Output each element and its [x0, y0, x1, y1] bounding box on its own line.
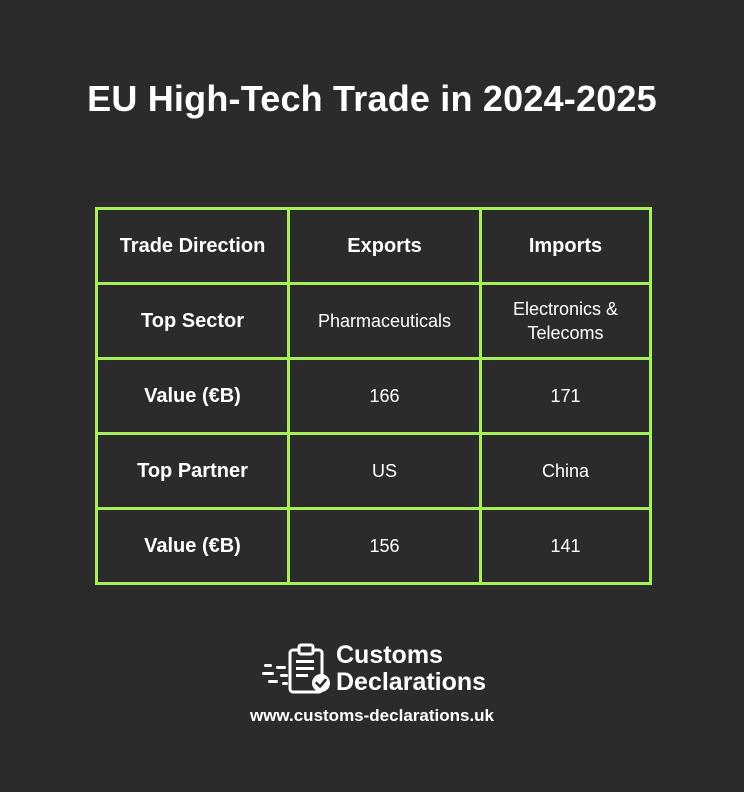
table-row: Top Partner US China — [95, 432, 652, 510]
column-header-trade-direction: Trade Direction — [95, 207, 290, 285]
row-label-sector-value: Value (€B) — [95, 357, 290, 435]
cell-exports-top-partner: US — [287, 432, 482, 510]
logo-line-declarations: Declarations — [336, 668, 487, 696]
cell-imports-top-sector: Electronics & Telecoms — [479, 282, 652, 360]
logo-wordmark: Customs Declarations — [336, 642, 486, 696]
cell-imports-sector-value: 171 — [479, 357, 652, 435]
table-row: Value (€B) 156 141 — [95, 507, 652, 585]
row-label-top-sector: Top Sector — [95, 282, 290, 360]
column-header-imports: Imports — [479, 207, 652, 285]
logo-line-customs: Customs — [336, 641, 443, 669]
customs-declarations-logo: Customs Declarations — [262, 642, 502, 698]
cell-exports-partner-value: 156 — [287, 507, 482, 585]
cell-imports-partner-value: 141 — [479, 507, 652, 585]
table-row: Top Sector Pharmaceuticals Electronics &… — [95, 282, 652, 360]
clipboard-check-icon — [262, 643, 330, 694]
table-header-row: Trade Direction Exports Imports — [95, 207, 652, 285]
cell-exports-top-sector: Pharmaceuticals — [287, 282, 482, 360]
row-label-top-partner: Top Partner — [95, 432, 290, 510]
trade-table: Trade Direction Exports Imports Top Sect… — [95, 207, 652, 585]
page-title: EU High-Tech Trade in 2024-2025 — [87, 78, 657, 119]
cell-exports-sector-value: 166 — [287, 357, 482, 435]
row-label-partner-value: Value (€B) — [95, 507, 290, 585]
column-header-exports: Exports — [287, 207, 482, 285]
website-url: www.customs-declarations.uk — [249, 706, 495, 725]
table-row: Value (€B) 166 171 — [95, 357, 652, 435]
cell-imports-top-partner: China — [479, 432, 652, 510]
